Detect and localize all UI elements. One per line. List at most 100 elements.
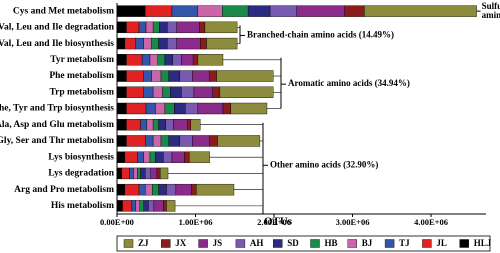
legend-label: JL	[436, 238, 447, 248]
bar-segment	[124, 37, 137, 50]
bar-segment	[209, 135, 218, 147]
x-tick-label: 4.00E+06	[414, 217, 448, 227]
bar-segment	[222, 5, 249, 17]
bar-segment	[247, 5, 271, 17]
bar-segment	[143, 151, 151, 163]
y-tick-label: Phe, Tyr and Trp biosynthesis	[0, 104, 114, 114]
bar-segment	[122, 200, 133, 212]
bar-segment	[168, 70, 181, 82]
bar-segment	[116, 5, 146, 17]
bar-segment	[143, 86, 154, 98]
bar-segment	[116, 37, 126, 50]
bar-segment	[176, 37, 201, 50]
bar-segment	[164, 54, 173, 66]
bar-segment	[192, 54, 199, 66]
legend-swatch	[310, 239, 320, 248]
bar-segment	[137, 167, 141, 180]
bar-segment	[146, 119, 154, 131]
bar-segment	[171, 5, 199, 17]
bar-segment	[151, 37, 159, 50]
legend-label: BJ	[362, 238, 373, 248]
bar-segment	[184, 151, 190, 163]
y-tick-label: Val, Leu and Ile degradation	[0, 23, 115, 33]
y-tick-label: His metabolism	[51, 201, 114, 211]
bar-segment	[164, 102, 175, 115]
bar-segment	[230, 102, 268, 115]
bar-segment	[126, 70, 144, 82]
legend-label: AH	[250, 238, 264, 248]
bar-segment	[143, 200, 149, 212]
bar-segment	[296, 5, 345, 17]
bar-segment	[200, 37, 207, 50]
bar-segment	[145, 102, 156, 115]
bar-segment	[269, 5, 297, 17]
bar-segment	[150, 167, 158, 180]
bar-segment	[179, 135, 193, 147]
bar-segment	[152, 135, 162, 147]
bar-segment	[145, 183, 153, 196]
bar-segment	[163, 200, 167, 212]
legend-label: SD	[287, 238, 299, 248]
bar-segment	[158, 119, 166, 131]
legend-label: HLJ	[474, 238, 492, 248]
bar-segment	[116, 102, 127, 115]
bar-segment	[159, 167, 169, 180]
bar-segment	[196, 183, 235, 196]
bar-segment	[197, 54, 224, 66]
bar-segment	[219, 86, 274, 98]
bar-segment	[364, 5, 477, 17]
bar-segment	[145, 135, 154, 147]
bar-segment	[135, 200, 140, 212]
y-tick-label: Trp metabolism	[50, 87, 115, 97]
bar-segment	[166, 183, 177, 196]
bar-segment	[167, 37, 177, 50]
bar-segment	[138, 21, 147, 34]
bar-segment	[179, 70, 193, 82]
legend-box	[116, 235, 491, 252]
annotation: Branched-chain amino acids (14.49%)	[247, 30, 394, 40]
bar-segment	[135, 37, 144, 50]
bar-segment	[173, 119, 188, 131]
bar-segment	[116, 21, 127, 34]
y-tick-label: Tyr metabolism	[50, 55, 114, 65]
x-tick-label: 2.00E+06	[257, 217, 291, 227]
bar-segment	[197, 102, 224, 115]
bar-segment	[189, 151, 210, 163]
bar-segment	[176, 21, 200, 34]
bar-segment	[171, 151, 185, 163]
legend-label: ZJ	[138, 238, 149, 248]
bar-segment	[116, 183, 126, 196]
y-tick-label: Cys and Met metabolism	[13, 6, 114, 16]
bar-segment	[148, 200, 155, 212]
legend-swatch	[273, 239, 283, 248]
annotation: Aromatic amino acids (34.94%)	[288, 78, 410, 88]
bar-segment	[155, 102, 166, 115]
bar-segment	[149, 54, 159, 66]
bar-segment	[153, 200, 164, 212]
bar-segment	[126, 86, 144, 98]
bar-segment	[149, 151, 156, 163]
bar-segment	[116, 135, 127, 147]
bar-segment	[190, 119, 201, 131]
legend-label: JX	[175, 238, 187, 248]
bar-segment	[151, 70, 162, 82]
bar-segment	[116, 54, 127, 66]
bar-segment	[133, 167, 138, 180]
legend-swatch	[235, 239, 246, 248]
bar-segment	[204, 21, 238, 34]
bar-segment	[116, 86, 127, 98]
bar-segment	[152, 119, 159, 131]
bar-segment	[126, 135, 146, 147]
bar-segment	[193, 86, 213, 98]
legend-label: HB	[325, 238, 338, 248]
bar-segment	[159, 21, 168, 34]
y-tick-label: Lys degradation	[48, 169, 114, 179]
legend-swatch	[161, 239, 171, 248]
bar-segment	[116, 70, 127, 82]
bar-segment	[139, 200, 144, 212]
legend-swatch	[347, 239, 357, 248]
bar-segment	[217, 135, 261, 147]
bar-segment	[145, 21, 154, 34]
bar-segment	[185, 102, 199, 115]
